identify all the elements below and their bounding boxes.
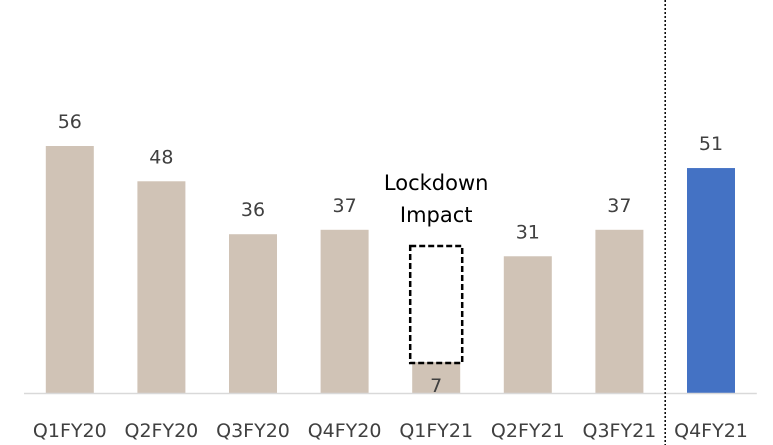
bar-q1fy21 [412, 362, 461, 393]
value-label-q4fy20: 37 [333, 195, 357, 217]
lockdown-annotation-line1: Lockdown [384, 171, 489, 195]
lockdown-placeholder-box [408, 244, 464, 365]
bar-q4fy21 [687, 168, 735, 393]
value-label-q2fy21: 31 [516, 221, 540, 243]
bar-q2fy20 [137, 181, 186, 393]
category-label-q3fy21: Q3FY21 [583, 420, 657, 442]
bar-q3fy20 [229, 234, 277, 393]
value-label-q1fy21: 7 [430, 375, 442, 397]
category-label-q1fy21: Q1FY21 [399, 420, 473, 442]
bars-group [45, 146, 735, 393]
lockdown-annotation-line2: Impact [400, 203, 473, 227]
bar-q3fy21 [595, 229, 644, 393]
value-label-q3fy21: 37 [607, 195, 631, 217]
category-label-q3fy20: Q3FY20 [216, 420, 290, 442]
value-labels-group: 56 48 36 37 7 31 37 51 [58, 111, 723, 397]
value-label-q4fy21: 51 [699, 133, 723, 155]
bar-q1fy20 [45, 146, 94, 393]
bar-q2fy21 [503, 256, 552, 393]
category-labels-group: Q1FY20 Q2FY20 Q3FY20 Q4FY20 Q1FY21 Q2FY21 Q3FY… [33, 420, 748, 442]
category-label-q4fy20: Q4FY20 [308, 420, 382, 442]
category-label-q2fy21: Q2FY21 [491, 420, 565, 442]
category-label-q2fy20: Q2FY20 [125, 420, 199, 442]
value-label-q3fy20: 36 [241, 199, 265, 221]
bar-q4fy20 [320, 229, 369, 393]
value-label-q1fy20: 56 [58, 111, 82, 133]
value-label-q2fy20: 48 [149, 146, 173, 168]
category-label-q4fy21: Q4FY21 [674, 420, 748, 442]
category-label-q1fy20: Q1FY20 [33, 420, 107, 442]
